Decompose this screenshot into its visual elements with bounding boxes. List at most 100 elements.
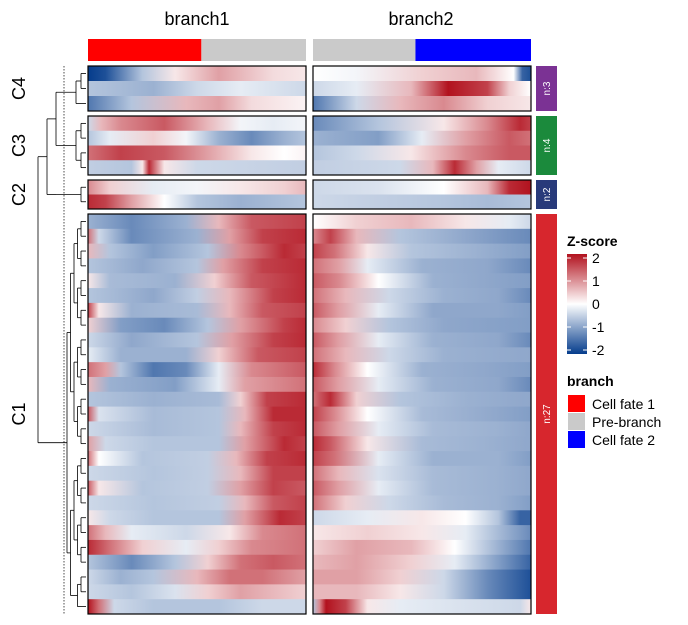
heatmap-row <box>88 451 306 467</box>
heatmap-row <box>313 347 531 363</box>
heatmap-row <box>313 214 531 230</box>
heatmap-row <box>88 288 306 304</box>
heatmap-row <box>88 317 306 333</box>
heatmap-row <box>88 599 306 615</box>
heatmap-row <box>88 480 306 496</box>
cluster-size-bar-c3 <box>536 116 557 175</box>
legend-swatch-cell-fate-2 <box>568 431 585 448</box>
heatmap-row <box>313 525 531 541</box>
heatmap-row <box>313 539 531 556</box>
row-dendrogram <box>37 66 86 614</box>
cluster-size-bar-c4 <box>536 66 557 111</box>
heatmap-row <box>88 347 306 363</box>
branch2-annotation-cell-fate-2 <box>415 39 531 61</box>
legend-label-cell-fate-2: Cell fate 2 <box>592 432 655 448</box>
heatmap-row <box>88 194 306 210</box>
heatmap-row <box>313 130 531 146</box>
zscore-tick-label: 0 <box>592 296 600 312</box>
heatmap-row <box>313 554 531 570</box>
heatmap-row <box>313 258 531 274</box>
heatmap-row <box>313 599 531 615</box>
legend-swatch-pre-branch <box>568 413 585 430</box>
heatmap-row <box>313 465 531 482</box>
cluster-c4-rows <box>87 65 532 112</box>
heatmap-row <box>313 243 531 259</box>
zscore-tick-label: -2 <box>592 342 605 358</box>
cluster-size-label: n:3 <box>542 81 553 95</box>
heatmap-row <box>313 436 531 452</box>
heatmap-row <box>313 569 531 585</box>
column-title-branch1: branch1 <box>164 9 229 29</box>
heatmap-row <box>313 584 531 600</box>
heatmap-row <box>88 362 306 378</box>
heatmap-panel-border <box>87 179 307 210</box>
zscore-legend: Z-score 2 1 0 -1 -2 <box>567 233 618 358</box>
heatmap-row <box>313 317 531 333</box>
heatmap-row <box>313 145 531 161</box>
heatmap-row <box>88 96 306 112</box>
cluster-labels: C4 C3 C2 C1 <box>9 77 29 426</box>
heatmap-row <box>88 510 306 526</box>
heatmap-row <box>88 332 306 348</box>
heatmap-row <box>88 116 306 132</box>
heatmap-row <box>313 391 531 407</box>
heatmap-row <box>88 436 306 452</box>
zscore-ticks: 2 1 0 -1 -2 <box>567 250 605 358</box>
legend-label-pre-branch: Pre-branch <box>592 414 661 430</box>
heatmap-row <box>88 584 306 600</box>
heatmap-panel-border <box>312 213 532 615</box>
heatmap-body <box>87 65 532 615</box>
heatmap-row <box>88 180 306 195</box>
heatmap-row <box>88 302 306 319</box>
branch1-annotation-pre-branch <box>201 39 306 61</box>
heatmap-panel-border <box>87 213 307 615</box>
cluster-size-bar-c1 <box>536 214 557 614</box>
heatmap-row <box>313 96 531 112</box>
heatmap-row <box>88 66 306 82</box>
branch1-annotation-cell-fate-1 <box>88 39 202 61</box>
cluster-size-bars: n:3 n:4 n:2 n:27 <box>536 66 557 614</box>
heatmap-row <box>313 180 531 195</box>
heatmap-panel-border <box>87 65 307 112</box>
heatmap-row <box>313 495 531 511</box>
zscore-colorbar <box>567 254 587 354</box>
heatmap-row <box>88 376 306 393</box>
cluster-c2-rows <box>87 179 532 210</box>
heatmap-row <box>88 273 306 289</box>
heatmap-row <box>313 362 531 378</box>
heatmap-row <box>88 539 306 556</box>
cluster-label-c1: C1 <box>9 402 29 425</box>
branch-legend-title: branch <box>567 373 614 389</box>
heatmap-row <box>88 145 306 161</box>
heatmap-row <box>88 160 306 176</box>
heatmap-panel-border <box>312 115 532 176</box>
heatmap-row <box>313 228 531 245</box>
heatmap-row <box>313 302 531 319</box>
heatmap-row <box>313 194 531 210</box>
zscore-tick-label: 2 <box>592 250 600 266</box>
heatmap-row <box>313 451 531 467</box>
zscore-legend-title: Z-score <box>567 233 618 249</box>
heatmap-panel-border <box>87 115 307 176</box>
cluster-size-label: n:4 <box>542 138 553 152</box>
heatmap-row <box>313 480 531 496</box>
heatmap-row <box>313 332 531 348</box>
heatmap-row <box>88 243 306 259</box>
legend-label-cell-fate-1: Cell fate 1 <box>592 396 655 412</box>
heatmap-row <box>88 228 306 245</box>
heatmap-row <box>88 406 306 422</box>
heatmap-row <box>88 495 306 511</box>
heatmap-panel-border <box>312 65 532 112</box>
legend-swatch-cell-fate-1 <box>568 395 585 412</box>
heatmap-row <box>88 421 306 437</box>
heatmap-row <box>313 376 531 393</box>
heatmap-row <box>88 391 306 407</box>
zscore-tick-label: 1 <box>592 273 600 289</box>
heatmap-row <box>88 81 306 97</box>
heatmap-row <box>88 554 306 570</box>
column-title-branch2: branch2 <box>388 9 453 29</box>
cluster-label-c3: C3 <box>9 134 29 157</box>
heatmap-row <box>313 116 531 132</box>
cluster-label-c2: C2 <box>9 183 29 206</box>
